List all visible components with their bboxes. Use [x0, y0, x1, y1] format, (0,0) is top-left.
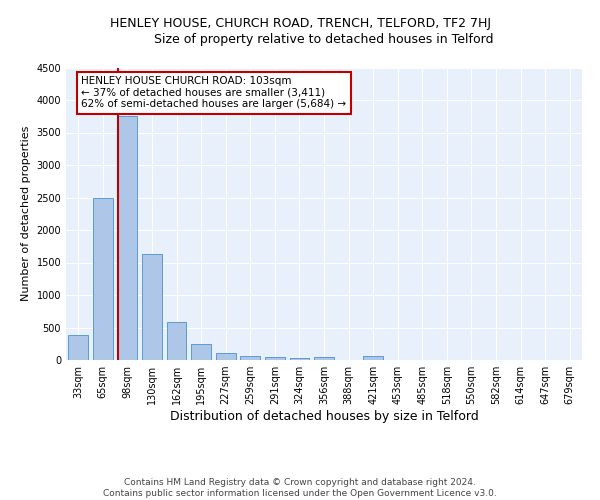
- Text: HENLEY HOUSE, CHURCH ROAD, TRENCH, TELFORD, TF2 7HJ: HENLEY HOUSE, CHURCH ROAD, TRENCH, TELFO…: [110, 18, 491, 30]
- Bar: [118, 116, 137, 360]
- Bar: [216, 353, 236, 360]
- Bar: [167, 322, 187, 360]
- Bar: [364, 356, 383, 360]
- Bar: [68, 336, 88, 360]
- Bar: [241, 356, 260, 360]
- Text: HENLEY HOUSE CHURCH ROAD: 103sqm
← 37% of detached houses are smaller (3,411)
62: HENLEY HOUSE CHURCH ROAD: 103sqm ← 37% o…: [82, 76, 347, 110]
- Bar: [191, 344, 211, 360]
- Bar: [93, 198, 113, 360]
- Text: Contains HM Land Registry data © Crown copyright and database right 2024.
Contai: Contains HM Land Registry data © Crown c…: [103, 478, 497, 498]
- Bar: [265, 357, 284, 360]
- Title: Size of property relative to detached houses in Telford: Size of property relative to detached ho…: [154, 32, 494, 46]
- Bar: [314, 357, 334, 360]
- Y-axis label: Number of detached properties: Number of detached properties: [21, 126, 31, 302]
- Bar: [290, 358, 309, 360]
- X-axis label: Distribution of detached houses by size in Telford: Distribution of detached houses by size …: [170, 410, 478, 423]
- Bar: [142, 254, 162, 360]
